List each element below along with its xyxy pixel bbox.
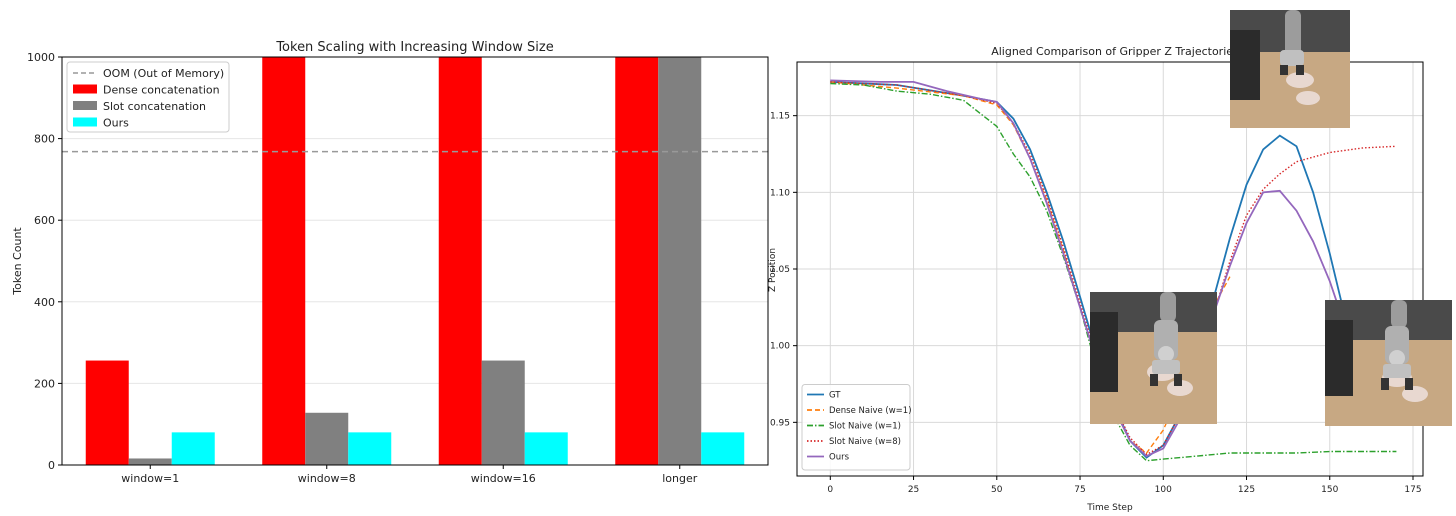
bar-chart-legend-box (66, 61, 230, 133)
bar-slot-concatenation-3 (658, 57, 702, 465)
line-chart-x-tick-label: 125 (1238, 485, 1255, 495)
bar-ours-0 (171, 432, 215, 465)
bar-chart-y-tick-label: 800 (34, 133, 55, 146)
line-chart-y-ticks: 0.95 1.00 1.05 1.10 1.15 (770, 112, 797, 428)
bar-ours-2 (524, 432, 568, 465)
bar-chart-y-tick-label: 1000 (27, 51, 55, 64)
line-chart: Aligned Comparison of Gripper Z Trajecto… (768, 45, 1424, 513)
bar-chart-legend: OOM (Out of Memory) Dense concatenation Sl… (66, 61, 230, 133)
bar-dense-concatenation-2 (438, 57, 482, 465)
bar-chart-frame (61, 56, 769, 466)
bar-chart-x-ticks: window=1 window=8 window=16 longer (121, 465, 698, 485)
bar-chart-y-tick-label: 0 (48, 459, 55, 472)
line-chart-y-tick-label: 0.95 (770, 418, 790, 428)
line-chart-y-tick-label: 1.10 (770, 188, 790, 198)
legend-swatch-dense-concatenation (73, 84, 97, 94)
bar-chart-x-tick-label: window=16 (471, 472, 536, 485)
bar-chart-y-tick-label: 600 (34, 214, 55, 227)
line-chart-x-tick-label: 25 (908, 485, 919, 495)
bar-chart-title: Token Scaling with Increasing Window Siz… (275, 40, 553, 55)
robot-gripper-photo-top (1230, 10, 1350, 128)
bar-dense-concatenation-3 (615, 57, 659, 465)
bar-chart-x-tick-label: window=8 (298, 472, 356, 485)
line-chart-y-tick-label: 1.00 (770, 342, 790, 352)
robot-gripper-photo-right (1325, 300, 1452, 426)
bar-dense-concatenation-0 (85, 360, 129, 465)
line-chart-y-tick-label: 1.05 (770, 265, 790, 275)
legend-label: Ours (829, 453, 850, 463)
bar-chart-y-tick-label: 400 (34, 296, 55, 309)
robot-gripper-photo-middle (1090, 292, 1217, 424)
legend-label: Dense Naive (w=1) (829, 406, 912, 416)
series-line-gt (830, 81, 1348, 459)
bar-chart-y-axis-label: Token Count (11, 227, 24, 296)
bar-chart-bars (85, 57, 745, 465)
line-chart-legend-box (801, 384, 911, 471)
series-line-slot-naive-w-8 (830, 81, 1397, 456)
series-line-ours (830, 79, 1348, 458)
bar-slot-concatenation-1 (305, 412, 349, 465)
legend-label: OOM (Out of Memory) (103, 67, 224, 80)
line-chart-y-axis-label: Z Position (768, 248, 778, 292)
legend-label: Dense concatenation (103, 84, 220, 97)
bar-ours-3 (701, 432, 745, 465)
line-chart-title: Aligned Comparison of Gripper Z Trajecto… (991, 45, 1239, 58)
line-chart-x-tick-label: 150 (1321, 485, 1338, 495)
legend-label: GT (829, 391, 841, 401)
line-chart-x-axis-label: Time Step (1086, 503, 1133, 513)
bar-chart-x-tick-label: longer (662, 472, 698, 485)
bar-chart: Token Scaling with Increasing Window Siz… (11, 40, 769, 485)
legend-swatch-ours (73, 117, 97, 127)
legend-label: Slot Naive (w=8) (829, 437, 901, 447)
legend-label: Slot Naive (w=1) (829, 422, 901, 432)
line-chart-x-tick-label: 50 (991, 485, 1003, 495)
bar-dense-concatenation-1 (262, 57, 306, 465)
line-chart-x-tick-label: 175 (1404, 485, 1421, 495)
legend-label: Ours (103, 117, 129, 130)
bar-chart-y-ticks: 0 200 400 600 800 1000 (27, 51, 62, 472)
line-chart-x-tick-label: 100 (1155, 485, 1172, 495)
legend-swatch-slot-concatenation (73, 101, 97, 110)
legend-label: Slot concatenation (103, 100, 206, 113)
line-chart-x-tick-label: 0 (827, 485, 833, 495)
bar-chart-x-tick-label: window=1 (121, 472, 179, 485)
bar-ours-1 (348, 432, 392, 465)
line-chart-legend: GT Dense Naive (w=1) Slot Naive (w=1) Slot … (801, 384, 912, 471)
bar-slot-concatenation-2 (481, 360, 525, 465)
bar-chart-y-tick-label: 200 (34, 377, 55, 390)
line-chart-x-tick-label: 75 (1074, 485, 1085, 495)
line-chart-y-tick-label: 1.15 (770, 112, 790, 122)
bar-slot-concatenation-0 (128, 458, 172, 465)
line-chart-x-ticks: 0 25 50 75 100 125 150 175 (827, 476, 1422, 495)
